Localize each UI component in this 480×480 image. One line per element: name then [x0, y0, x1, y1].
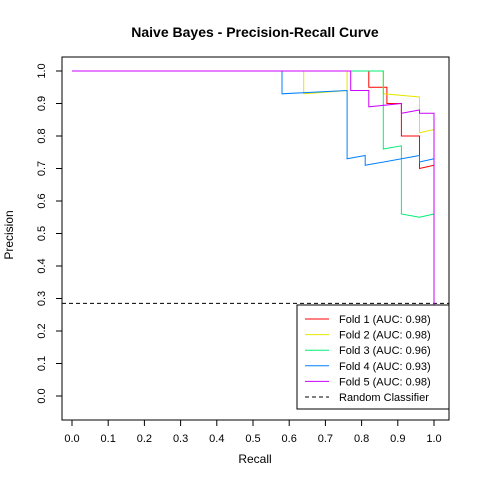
- x-axis: 0.0 0.1 0.2 0.3 0.4 0.5 0.6 0.7 0.8 0.9 1.0: [64, 420, 442, 445]
- y-tick-label: 1.0: [36, 63, 48, 78]
- x-axis-label: Recall: [238, 452, 271, 466]
- y-tick-label: 0.4: [36, 258, 48, 273]
- x-tick-label: 0.6: [282, 433, 297, 445]
- legend-label-fold-4: Fold 4 (AUC: 0.93): [339, 361, 431, 373]
- x-tick-label: 1.0: [426, 433, 441, 445]
- y-axis-label: Precision: [2, 210, 16, 259]
- chart-title: Naive Bayes - Precision-Recall Curve: [131, 24, 379, 40]
- x-tick-label: 0.3: [173, 433, 188, 445]
- y-tick-label: 0.6: [36, 193, 48, 208]
- x-tick-label: 0.1: [101, 433, 116, 445]
- x-tick-label: 0.0: [64, 433, 79, 445]
- series-line-fold-4: [72, 70, 435, 302]
- x-tick-label: 0.2: [137, 433, 152, 445]
- legend-label-fold-2: Fold 2 (AUC: 0.98): [339, 330, 431, 342]
- y-tick-label: 0.0: [36, 388, 48, 403]
- y-tick-label: 0.1: [36, 356, 48, 371]
- y-tick-label: 0.5: [36, 226, 48, 241]
- y-tick-label: 0.3: [36, 291, 48, 306]
- legend-label-fold-5: Fold 5 (AUC: 0.98): [339, 376, 431, 388]
- legend-label-fold-1: Fold 1 (AUC: 0.98): [339, 314, 431, 326]
- legend: Fold 1 (AUC: 0.98) Fold 2 (AUC: 0.98) Fold…: [296, 304, 450, 410]
- plot-frame: [61, 56, 450, 421]
- x-tick-label: 0.8: [354, 433, 369, 445]
- series-lines: [72, 70, 435, 305]
- x-tick-label: 0.7: [318, 433, 333, 445]
- y-tick-label: 0.9: [36, 96, 48, 111]
- y-tick-label: 0.7: [36, 161, 48, 176]
- legend-label-fold-3: Fold 3 (AUC: 0.96): [339, 345, 431, 357]
- legend-label-random-classifier: Random Classifier: [339, 392, 429, 404]
- y-tick-label: 0.8: [36, 128, 48, 143]
- series-line-fold-5: [72, 70, 435, 305]
- legend-box: [296, 304, 450, 410]
- y-axis: 0.0 0.1 0.2 0.3 0.4 0.5 0.6 0.7 0.8 0.9 1.0: [36, 63, 62, 404]
- x-tick-label: 0.5: [245, 433, 260, 445]
- x-tick-label: 0.4: [209, 433, 224, 445]
- series-line-fold-3: [72, 70, 435, 302]
- y-tick-label: 0.2: [36, 323, 48, 338]
- x-tick-label: 0.9: [390, 433, 405, 445]
